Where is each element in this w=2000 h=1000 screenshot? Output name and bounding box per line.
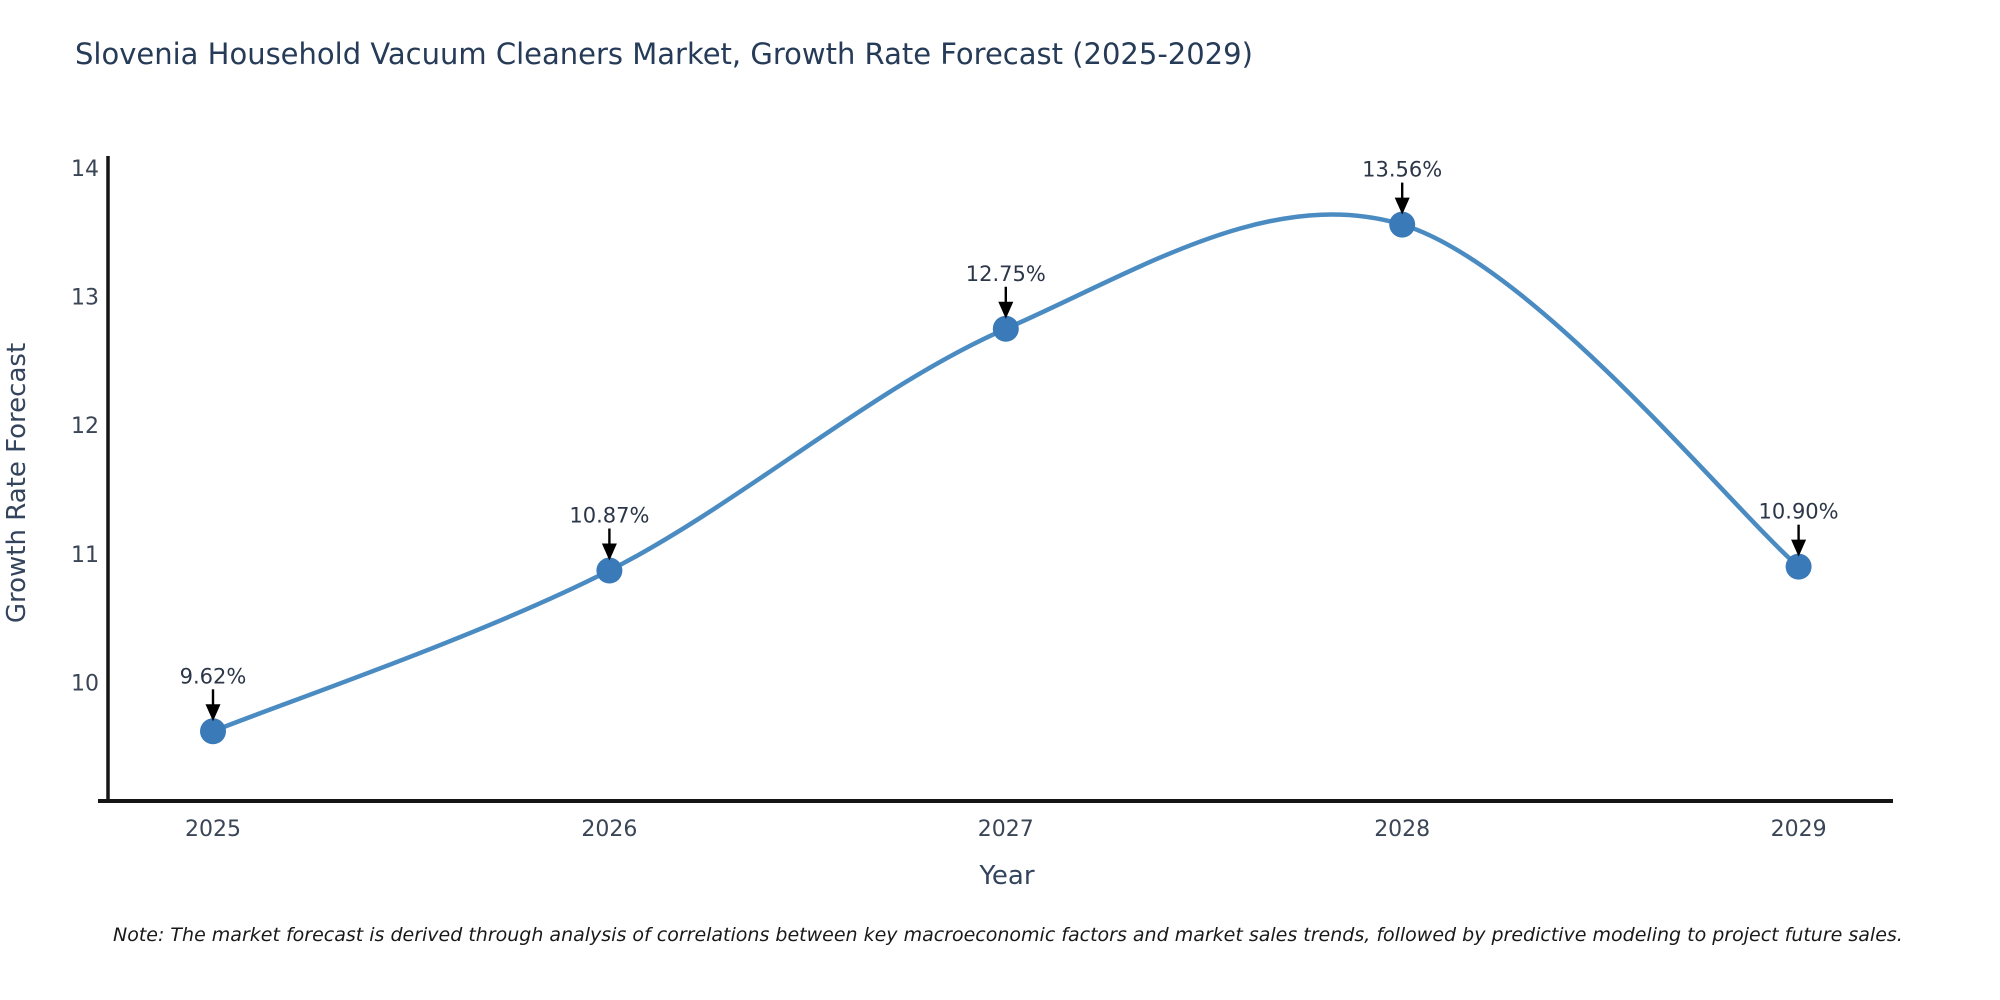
- x-tick-label: 2029: [1771, 817, 1827, 842]
- annotation-label: 10.87%: [569, 504, 649, 528]
- x-axis-ticks: 2025 2026 2027 2028 2029: [185, 817, 1827, 842]
- y-tick-label: 12: [71, 414, 99, 439]
- y-tick-label: 13: [71, 286, 99, 311]
- data-point-marker: [992, 315, 1019, 342]
- data-point-marker: [596, 557, 623, 584]
- y-tick-label: 10: [71, 671, 99, 696]
- y-axis-ticks: 10 11 12 13 14: [71, 157, 99, 696]
- data-point-marker: [1389, 211, 1416, 238]
- x-tick-label: 2026: [581, 817, 637, 842]
- x-axis-title: Year: [978, 861, 1034, 891]
- data-point-markers: [200, 211, 1812, 745]
- annotation-arrowhead-icon: [205, 704, 221, 722]
- annotation-arrowhead-icon: [1791, 539, 1807, 557]
- y-axis-title: Growth Rate Forecast: [2, 343, 32, 623]
- annotation-arrowhead-icon: [1394, 197, 1410, 215]
- y-tick-label: 11: [71, 543, 99, 568]
- annotation-label: 10.90%: [1759, 500, 1839, 524]
- point-annotations: 9.62% 10.87% 12.75% 13.56% 10.90%: [180, 158, 1839, 722]
- annotation-arrowhead-icon: [601, 543, 617, 561]
- annotation-arrowhead-icon: [998, 301, 1014, 319]
- x-tick-label: 2025: [185, 817, 241, 842]
- x-tick-label: 2028: [1374, 817, 1430, 842]
- annotation-label: 13.56%: [1362, 158, 1442, 182]
- annotation-label: 12.75%: [966, 262, 1046, 286]
- y-tick-label: 14: [71, 157, 99, 182]
- x-tick-label: 2027: [978, 817, 1034, 842]
- data-point-marker: [1785, 553, 1812, 580]
- footnote: Note: The market forecast is derived thr…: [113, 924, 1903, 946]
- chart-title: Slovenia Household Vacuum Cleaners Marke…: [75, 37, 1253, 71]
- data-point-marker: [200, 718, 226, 745]
- annotation-label: 9.62%: [180, 664, 247, 688]
